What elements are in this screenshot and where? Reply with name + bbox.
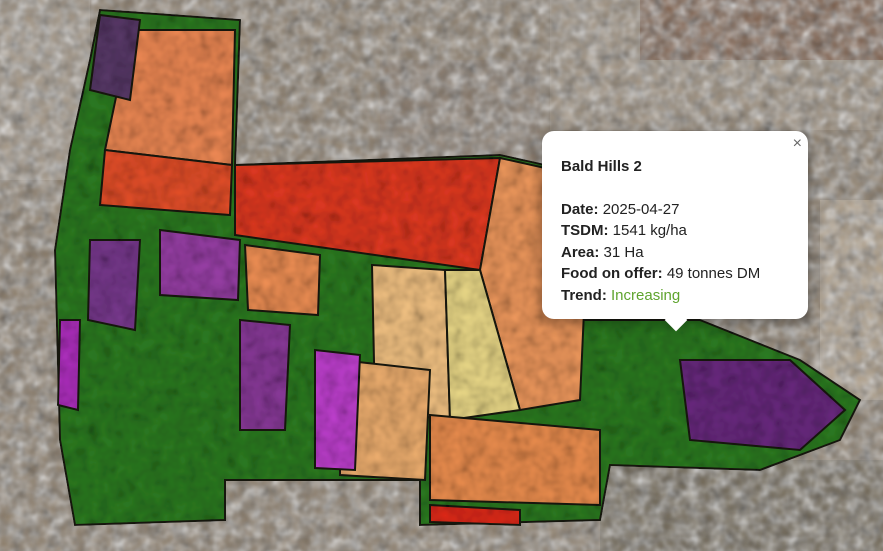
food-on-offer-row: Food on offer: 49 tonnes DM	[561, 265, 761, 282]
trend-row: Trend: Increasing	[561, 286, 681, 304]
paddock	[86, 239, 142, 332]
paddock	[243, 243, 322, 317]
paddock	[314, 348, 362, 472]
popup-title: Bald Hills 2	[561, 158, 642, 175]
paddock	[429, 413, 601, 507]
tsdm-row: TSDM: 1541 kg/ha	[561, 222, 687, 239]
paddock	[678, 359, 847, 452]
date-row: Date: 2025-04-27	[561, 200, 680, 218]
close-icon[interactable]: ×	[792, 135, 802, 152]
paddock	[98, 148, 234, 217]
paddock	[159, 228, 242, 302]
paddock	[56, 319, 82, 412]
paddock	[239, 318, 292, 431]
trend-value: Increasing	[611, 286, 681, 304]
area-row: Area: 31 Ha	[561, 243, 644, 261]
pasture-paddocks	[53, 8, 862, 527]
paddock	[429, 503, 521, 527]
paddock	[88, 13, 142, 102]
paddock	[443, 269, 522, 422]
paddock-info-popup: × Bald Hills 2 Date: 2025-04-27 TSDM: 15…	[542, 131, 808, 332]
